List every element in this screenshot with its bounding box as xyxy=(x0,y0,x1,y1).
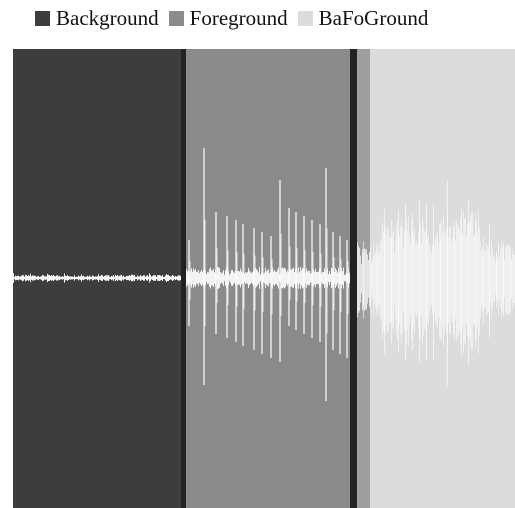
divider-2 xyxy=(350,49,357,508)
bafoground-swatch-icon xyxy=(297,10,313,26)
waveform-chart-area xyxy=(13,49,515,508)
legend-label-background: Background xyxy=(56,5,159,30)
legend: Background Foreground BaFoGround xyxy=(35,3,428,33)
waveform-chart xyxy=(13,49,515,508)
background-swatch-icon xyxy=(35,10,50,26)
legend-label-foreground: Foreground xyxy=(189,5,288,30)
legend-item-background: Background xyxy=(35,6,159,31)
waveform-layer xyxy=(13,148,515,401)
legend-label-bafoground: BaFoGround xyxy=(318,5,429,30)
divider-1 xyxy=(181,49,186,508)
legend-item-foreground: Foreground xyxy=(168,5,288,31)
foreground-swatch-icon xyxy=(168,10,184,26)
legend-item-bafoground: BaFoGround xyxy=(297,5,429,31)
